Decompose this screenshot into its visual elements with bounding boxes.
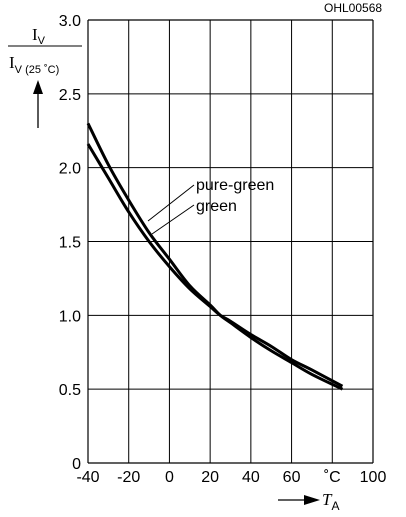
series-label-green: green	[196, 198, 237, 215]
y-tick-label: 0	[72, 456, 81, 473]
y-tick-label: 0.5	[59, 382, 81, 399]
x-tick-label: 40	[242, 469, 260, 486]
leader-line-pure-green	[148, 185, 194, 221]
x-axis-label: TA	[278, 490, 339, 513]
x-tick-label: 20	[201, 469, 219, 486]
series-line-pure-green	[88, 123, 342, 389]
x-tick-label: 100	[360, 469, 387, 486]
y-label-denominator: IV (25 ˚C)	[9, 53, 59, 76]
x-tick-label: 0	[165, 469, 174, 486]
x-tick-label: ˚C	[324, 469, 341, 486]
y-tick-label: 1.5	[59, 235, 81, 252]
leader-line-green	[152, 205, 194, 234]
series-label-pure-green: pure-green	[196, 177, 274, 194]
x-tick-label: 60	[283, 469, 301, 486]
x-axis-arrow-head	[304, 495, 320, 505]
y-tick-label: 3.0	[59, 13, 81, 30]
series-lines	[88, 123, 342, 389]
y-tick-label: 1.0	[59, 308, 81, 325]
figure-code: OHL00568	[324, 1, 382, 15]
x-label-text: TA	[322, 490, 339, 513]
y-axis-arrow-head	[33, 80, 43, 94]
y-axis-label: IV IV (25 ˚C)	[8, 25, 82, 128]
y-tick-label: 2.5	[59, 87, 81, 104]
grid	[88, 20, 373, 463]
y-tick-label: 2.0	[59, 161, 81, 178]
x-tick-label: -20	[117, 469, 140, 486]
y-label-numerator: IV	[32, 25, 46, 47]
